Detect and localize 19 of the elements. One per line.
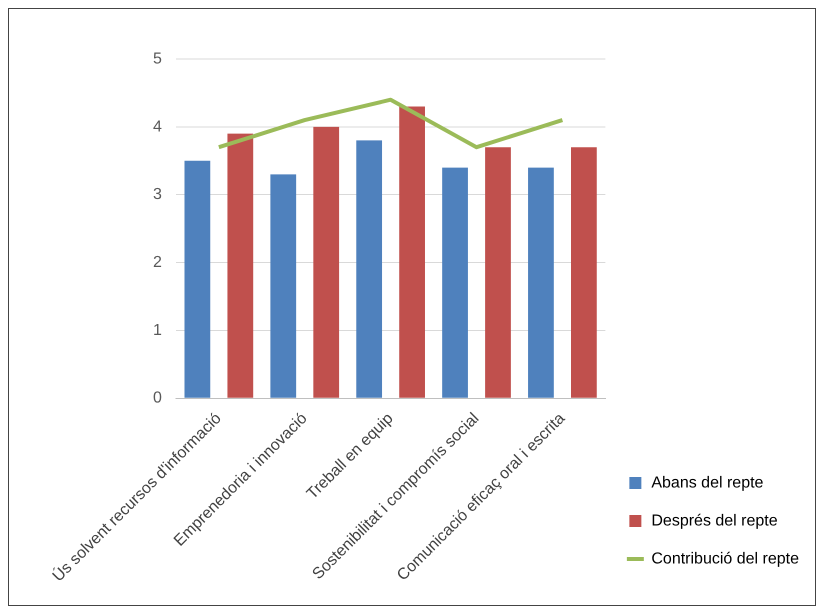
legend-label: Contribució del repte — [651, 550, 800, 568]
bar — [313, 126, 340, 398]
bar — [442, 168, 468, 398]
y-tick-label: 1 — [152, 322, 162, 339]
bar — [571, 147, 597, 398]
bar — [227, 134, 254, 398]
y-tick-label: 2 — [152, 254, 162, 271]
bar — [528, 168, 554, 398]
y-tick-label: 0 — [152, 390, 162, 407]
bar — [399, 106, 425, 398]
legend-label: Després del repte — [651, 512, 778, 530]
y-tick-label: 5 — [152, 50, 162, 68]
y-tick-label: 3 — [152, 186, 162, 204]
bar — [356, 140, 382, 398]
bar — [485, 147, 511, 398]
bar — [184, 160, 210, 398]
legend-label: Abans del repte — [651, 474, 764, 492]
y-tick-label: 4 — [152, 118, 162, 136]
bar — [270, 174, 296, 398]
